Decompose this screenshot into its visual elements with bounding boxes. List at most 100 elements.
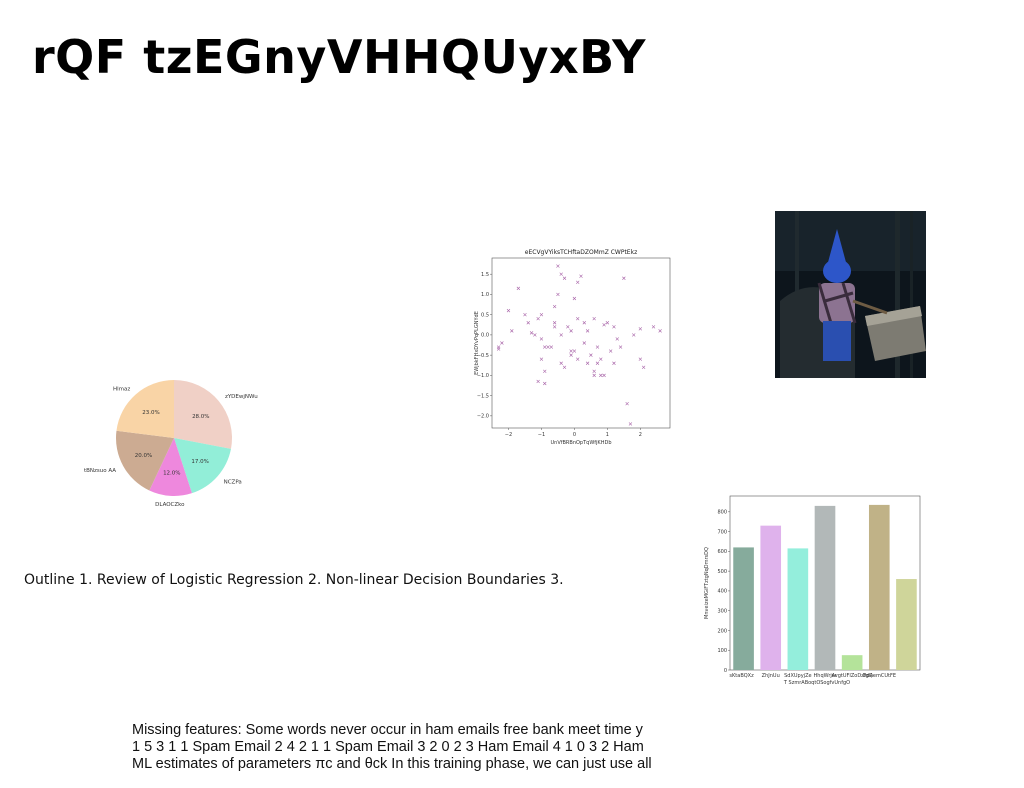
- scatter-y-tick-label: 0.5: [481, 312, 489, 318]
- scatter-point: [510, 329, 514, 333]
- pie-slice: [116, 380, 174, 438]
- scatter-chart: eECVgVYiksTCHftaDZOMmZ CWPtEkz −2 −1 0 1 2 −2.…: [474, 249, 671, 446]
- scatter-point: [585, 361, 590, 365]
- scatter-y-tick-label: −2.0: [477, 414, 489, 420]
- scatter-y-tick-label: 0.0: [481, 333, 489, 339]
- scatter-point: [506, 308, 511, 313]
- scatter-y-tick-label: −1.0: [477, 373, 489, 379]
- scatter-point: [526, 321, 530, 325]
- bar-x-tick-label: HhqWrjsr: [814, 673, 838, 679]
- pie-slice: [149, 438, 192, 496]
- scatter-x-tick-label: 2: [639, 432, 642, 438]
- scatter-point: [638, 327, 643, 331]
- scatter-point: [543, 345, 547, 349]
- body-line: Missing features: Some words never occur…: [132, 722, 643, 738]
- photo-scene-icon: [775, 211, 926, 378]
- bar: [760, 525, 782, 670]
- scatter-point: [539, 312, 544, 317]
- scatter-point: [608, 349, 613, 353]
- bar-y-tick-label: 400: [717, 589, 727, 595]
- body-line: ML estimates of parameters πc and θck In…: [132, 756, 652, 772]
- scatter-point: [618, 345, 623, 349]
- bar: [841, 655, 863, 670]
- pie-category-label: zYDEwjNWu: [225, 394, 258, 400]
- scatter-point: [556, 264, 560, 268]
- scatter-point: [562, 276, 567, 280]
- scatter-point: [533, 333, 537, 337]
- pie-slice: [174, 380, 232, 449]
- bar: [733, 547, 754, 670]
- scatter-title: eECVgVYiksTCHftaDZOMmZ CWPtEkz: [525, 249, 637, 256]
- bar-x-tick-label: AvgtUFIZoDzfgQ: [832, 673, 873, 679]
- scatter-point: [539, 337, 544, 341]
- bar-chart: 0 100 200 300 400 500 600 700 800 sKtaBQXz ZhJnUu S…: [704, 495, 921, 686]
- bar: [868, 504, 890, 670]
- scatter-point: [575, 357, 580, 361]
- scatter-point: [552, 304, 557, 309]
- scatter-point: [552, 325, 557, 329]
- scatter-point: [559, 333, 563, 337]
- scatter-point: [628, 422, 633, 426]
- scatter-point: [500, 341, 504, 345]
- pie-chart: 28.0% zYDEwjNWu 17.0% NCZPa 12.0% DLAOCZko 20.…: [84, 380, 258, 508]
- scatter-point: [523, 312, 527, 317]
- scatter-point: [592, 373, 596, 378]
- bar-x-tick-label: ZhJnUu: [762, 673, 780, 679]
- scatter-point: [658, 329, 662, 333]
- scatter-point: [585, 329, 590, 333]
- bar-x-tick-label: DdAemCUtFE: [863, 673, 896, 679]
- scatter-point: [625, 402, 629, 406]
- scatter-point: [552, 321, 557, 325]
- outline-text: Outline 1. Review of Logistic Regression…: [24, 572, 564, 588]
- pie-category-label: NCZPa: [224, 480, 242, 486]
- slide-title: rQF tzEGnyVHHQUyxBY: [32, 30, 646, 84]
- pie-slice: [174, 438, 231, 494]
- body-text: Missing features: Some words never occur…: [132, 722, 772, 773]
- scatter-point: [599, 357, 603, 361]
- scatter-point: [566, 325, 570, 329]
- pie-category-label: Hlmaz: [113, 386, 130, 392]
- bar-x-axis-label: T SzmrABoqtOSogfvUnfgO: [783, 680, 850, 686]
- scatter-point: [651, 325, 656, 329]
- scatter-point: [579, 274, 583, 278]
- scatter-point: [622, 276, 626, 280]
- body-line: 1 5 3 1 1 Spam Email 2 4 2 1 1 Spam Emai…: [132, 739, 644, 755]
- scatter-point: [536, 317, 540, 321]
- scatter-point: [592, 369, 596, 374]
- scatter-point: [556, 292, 560, 297]
- scatter-point: [632, 333, 636, 337]
- bar-x-tick-label: sKtaBQXz: [729, 673, 754, 679]
- scatter-point: [496, 345, 501, 349]
- pie-slice: [116, 430, 174, 491]
- scatter-plot-area: [491, 257, 671, 429]
- scatter-point: [592, 317, 596, 321]
- scatter-point: [529, 331, 534, 335]
- bar-y-tick-label: 0: [724, 668, 727, 674]
- scatter-y-tick-label: 1.0: [481, 292, 489, 298]
- scatter-point: [595, 361, 600, 365]
- scatter-x-axis-label: UnVfBRBnOpTqWfjKHDb: [550, 440, 611, 446]
- scatter-point: [562, 365, 567, 369]
- scatter-point: [575, 317, 580, 321]
- scatter-point: [599, 373, 603, 378]
- pie-category-label: DLAOCZko: [155, 502, 185, 508]
- scatter-point: [605, 321, 610, 325]
- bar-y-tick-label: 700: [717, 529, 727, 535]
- scatter-point: [559, 272, 563, 276]
- scatter-point: [543, 381, 547, 386]
- scatter-point: [569, 329, 573, 333]
- scatter-x-tick-label: −1: [538, 432, 545, 438]
- photo-image: [775, 211, 926, 378]
- scatter-point: [589, 353, 593, 357]
- scatter-point: [612, 325, 616, 329]
- scatter-y-tick-label: 1.5: [481, 272, 489, 278]
- scatter-point: [582, 341, 587, 345]
- scatter-point: [559, 361, 563, 365]
- scatter-point: [516, 286, 521, 291]
- bar-y-tick-label: 800: [717, 510, 727, 516]
- scatter-point: [536, 379, 540, 384]
- scatter-point: [569, 353, 573, 357]
- scatter-x-tick-label: −2: [505, 432, 512, 438]
- scatter-point: [572, 296, 577, 301]
- scatter-point: [582, 321, 587, 325]
